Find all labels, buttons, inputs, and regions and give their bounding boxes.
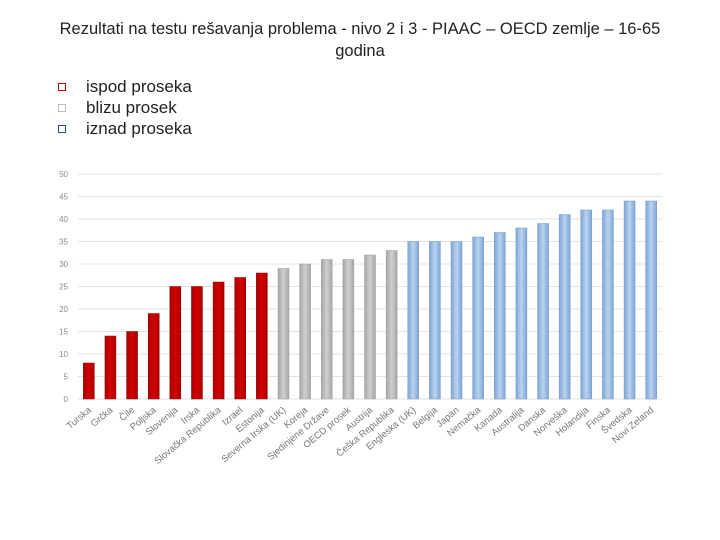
title-line-2: godina (335, 42, 385, 60)
bar-12 (320, 259, 333, 400)
bar-17 (429, 241, 441, 400)
y-axis-ticks: 0 5 10 15 20 25 30 35 40 45 50 (59, 170, 68, 404)
y-tick-label: 5 (64, 373, 69, 382)
y-tick-label: 0 (64, 395, 69, 404)
y-tick-label: 20 (59, 305, 68, 314)
bar-18 (450, 241, 463, 400)
bar-22 (537, 223, 549, 400)
bars (83, 200, 657, 400)
bar-1 (83, 362, 95, 400)
y-tick-label: 35 (59, 238, 68, 247)
bar-6 (191, 286, 203, 400)
y-tick-label: 30 (59, 260, 68, 269)
bar-7 (212, 281, 225, 400)
legend-item-near: blizu prosek (58, 97, 192, 118)
bar-27 (645, 200, 657, 400)
bar-24 (580, 209, 593, 400)
bar-19 (472, 236, 484, 400)
y-tick-label: 50 (59, 170, 68, 179)
x-category-label: Belgija (411, 404, 440, 431)
title-line-1: Rezultati na testu rešavanja problema - … (59, 20, 661, 38)
bar-14 (364, 254, 376, 400)
bar-23 (558, 214, 571, 400)
bar-20 (494, 232, 506, 400)
bar-8 (234, 277, 246, 400)
legend-marker-below (58, 82, 66, 91)
bar-21 (515, 227, 528, 400)
legend-item-below: ispod proseka (58, 76, 192, 97)
bar-3 (126, 331, 138, 400)
bar-9 (256, 272, 268, 400)
bar-10 (277, 268, 290, 400)
x-category-label: Grčka (89, 404, 116, 429)
legend: ispod proseka blizu prosek iznad proseka (58, 76, 192, 139)
x-category-label: Turska (65, 404, 95, 431)
bar-26 (623, 200, 636, 400)
y-tick-label: 40 (59, 215, 68, 224)
bar-16 (407, 241, 420, 400)
bar-15 (385, 250, 398, 400)
bar-2 (104, 335, 117, 400)
y-tick-label: 10 (59, 350, 68, 359)
y-tick-label: 45 (59, 193, 68, 202)
legend-label-near: blizu prosek (86, 97, 177, 117)
legend-label-below: ispod proseka (86, 76, 192, 96)
legend-label-above: iznad proseka (86, 118, 192, 138)
bar-4 (147, 313, 160, 400)
bar-25 (602, 209, 614, 400)
legend-marker-above (58, 124, 66, 133)
bar-13 (342, 259, 355, 400)
legend-marker-near (58, 103, 66, 112)
bar-11 (299, 263, 311, 400)
y-tick-label: 25 (59, 283, 68, 292)
y-tick-label: 15 (59, 328, 68, 337)
bar-5 (169, 286, 182, 400)
chart-title: Rezultati na testu rešavanja problema - … (20, 18, 700, 62)
legend-item-above: iznad proseka (58, 118, 192, 139)
